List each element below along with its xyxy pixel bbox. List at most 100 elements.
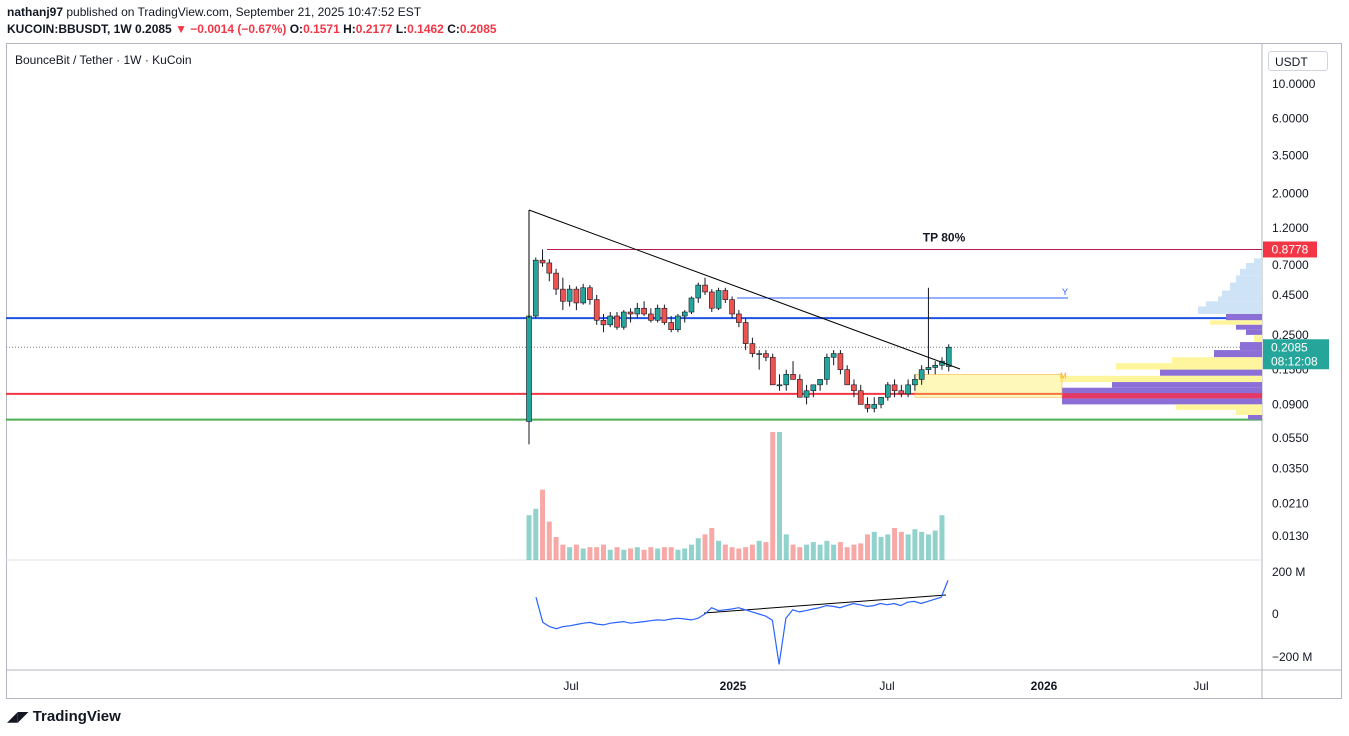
oscillator-line[interactable] bbox=[535, 580, 949, 665]
candle-body[interactable] bbox=[620, 311, 627, 328]
candle-body[interactable] bbox=[898, 390, 905, 395]
candle-body[interactable] bbox=[851, 384, 857, 392]
candle-body[interactable] bbox=[627, 311, 634, 315]
candle-body[interactable] bbox=[864, 404, 871, 409]
y-tick-label: 0.0900 bbox=[1272, 397, 1309, 411]
candle-body[interactable] bbox=[661, 307, 668, 323]
candle-body[interactable] bbox=[681, 311, 688, 317]
candle-body[interactable] bbox=[722, 290, 729, 300]
candle-body[interactable] bbox=[593, 299, 600, 321]
y-label: Y bbox=[1062, 287, 1068, 297]
candle-body[interactable] bbox=[729, 299, 735, 315]
candle-body[interactable] bbox=[790, 374, 796, 380]
candle-body[interactable] bbox=[654, 307, 661, 321]
candle-body[interactable] bbox=[830, 353, 837, 358]
publisher-name[interactable]: nathanj97 bbox=[7, 5, 64, 19]
volume-profile-bar bbox=[1062, 393, 1262, 399]
candle-body[interactable] bbox=[878, 396, 884, 405]
x-tick-label: 2025 bbox=[720, 679, 747, 693]
candle-body[interactable] bbox=[566, 288, 573, 302]
candle-body[interactable] bbox=[675, 315, 681, 330]
candle-body[interactable] bbox=[580, 287, 586, 304]
y-tick-label: 0.0550 bbox=[1272, 431, 1309, 445]
publish-date: published on TradingView.com, September … bbox=[66, 5, 422, 19]
volume-profile-bar bbox=[1116, 363, 1262, 370]
candle-body[interactable] bbox=[932, 364, 939, 368]
volume-bar bbox=[865, 534, 870, 560]
volume-bar bbox=[688, 544, 694, 560]
volume-bar bbox=[567, 547, 573, 560]
candle-body[interactable] bbox=[824, 356, 830, 380]
volume-bar bbox=[783, 534, 789, 560]
open-label: O: bbox=[289, 22, 304, 36]
candle-body[interactable] bbox=[526, 315, 532, 422]
volume-bar bbox=[932, 530, 938, 560]
candle-body[interactable] bbox=[769, 356, 776, 386]
candle-body[interactable] bbox=[837, 353, 844, 370]
descending-trendline[interactable] bbox=[528, 209, 961, 370]
candle-body[interactable] bbox=[905, 384, 911, 395]
candle-body[interactable] bbox=[708, 291, 715, 309]
tradingview-logo[interactable]: ◢◤ TradingView bbox=[7, 708, 121, 725]
volume-bar bbox=[736, 548, 742, 560]
y-tick-label: 0.0210 bbox=[1272, 496, 1309, 510]
candle-body[interactable] bbox=[912, 379, 918, 386]
candle-body[interactable] bbox=[736, 313, 742, 323]
oscillator-tick-label: −200 M bbox=[1272, 650, 1312, 664]
candle-body[interactable] bbox=[742, 322, 749, 344]
candle-body[interactable] bbox=[668, 322, 674, 330]
volume-bar bbox=[743, 547, 749, 560]
tp-price-text: 0.8778 bbox=[1272, 242, 1309, 256]
candle-body[interactable] bbox=[553, 272, 559, 290]
candle-body[interactable] bbox=[614, 315, 620, 328]
candle-body[interactable] bbox=[763, 353, 769, 358]
candle-body[interactable] bbox=[641, 307, 647, 315]
candle-body[interactable] bbox=[891, 384, 898, 392]
candle-body[interactable] bbox=[756, 353, 762, 355]
currency-selector[interactable]: USDT bbox=[1268, 51, 1328, 71]
candle-body[interactable] bbox=[918, 369, 925, 380]
candle-body[interactable] bbox=[634, 307, 641, 315]
high-label: H: bbox=[343, 22, 356, 36]
candle-body[interactable] bbox=[573, 288, 580, 304]
candle-body[interactable] bbox=[546, 262, 553, 274]
candle-body[interactable] bbox=[532, 259, 539, 317]
candle-body[interactable] bbox=[749, 343, 756, 354]
volume-bar bbox=[824, 540, 830, 560]
oscillator-divergence-line[interactable] bbox=[703, 594, 947, 614]
candle-body[interactable] bbox=[945, 346, 952, 367]
candle-body[interactable] bbox=[871, 404, 878, 409]
candle-body[interactable] bbox=[715, 290, 722, 309]
candle-body[interactable] bbox=[776, 384, 783, 387]
chart-frame[interactable] bbox=[6, 43, 1342, 699]
volume-profile-bar bbox=[1198, 306, 1262, 314]
volume-bar bbox=[817, 544, 823, 560]
candle-body[interactable] bbox=[803, 390, 810, 398]
last-price: 0.2085 bbox=[135, 22, 172, 36]
volume-bar bbox=[878, 536, 884, 560]
candle-body[interactable] bbox=[600, 319, 607, 326]
volume-bar bbox=[851, 544, 857, 560]
candle-body[interactable] bbox=[783, 374, 790, 386]
close-label: C: bbox=[447, 22, 460, 36]
candle-body[interactable] bbox=[695, 284, 702, 299]
candle-body[interactable] bbox=[885, 384, 891, 398]
candle-body[interactable] bbox=[796, 379, 803, 398]
candle-body[interactable] bbox=[587, 287, 593, 300]
volume-bar bbox=[885, 534, 891, 560]
candle-body[interactable] bbox=[844, 369, 850, 386]
y-tick-label: 0.7000 bbox=[1272, 258, 1309, 272]
volume-bar bbox=[648, 547, 654, 560]
candle-body[interactable] bbox=[702, 284, 708, 293]
volume-bar bbox=[858, 543, 864, 560]
candle-body[interactable] bbox=[857, 390, 864, 405]
candle-body[interactable] bbox=[688, 297, 695, 313]
candle-body[interactable] bbox=[539, 259, 546, 264]
candle-body[interactable] bbox=[817, 379, 823, 386]
candle-body[interactable] bbox=[925, 367, 932, 370]
candle-body[interactable] bbox=[810, 384, 817, 392]
candle-body[interactable] bbox=[607, 315, 614, 326]
candle-body[interactable] bbox=[560, 288, 566, 302]
candle-body[interactable] bbox=[648, 313, 654, 321]
